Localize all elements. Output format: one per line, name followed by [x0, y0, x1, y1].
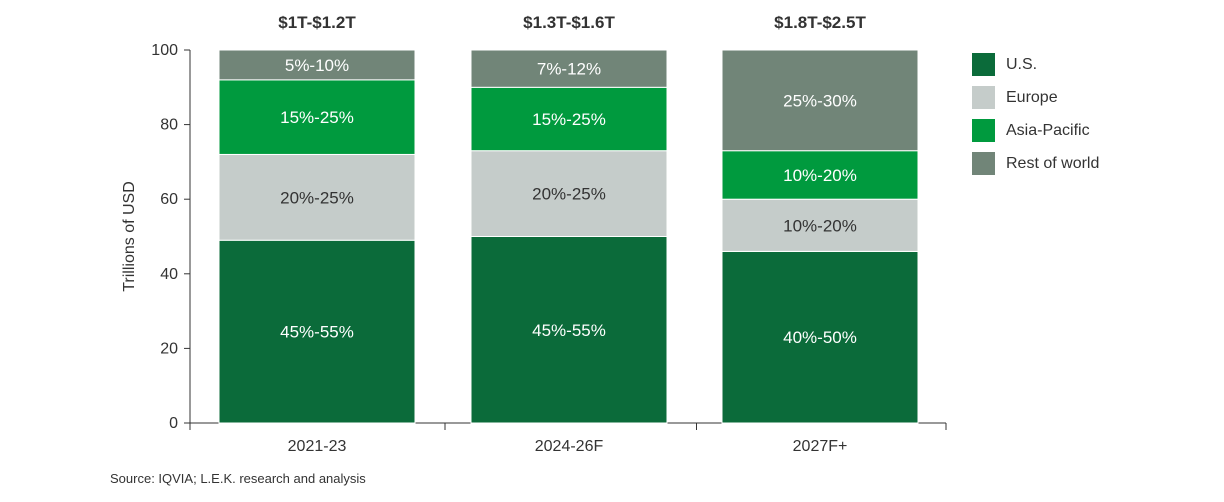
y-tick-label: 0	[169, 415, 178, 432]
legend-label: Europe	[1006, 88, 1058, 106]
bar-data-label: 25%-30%	[783, 91, 857, 110]
bar-data-label: 15%-25%	[532, 110, 606, 129]
legend-item: Europe	[972, 81, 1099, 114]
bar-data-label: 45%-55%	[532, 321, 606, 340]
bar-segment	[721, 198, 919, 252]
bar-total-label: $1.3T-$1.6T	[523, 13, 615, 32]
legend-swatch	[972, 86, 995, 109]
y-axis-title: Trillions of USD	[121, 181, 138, 292]
bar-data-label: 45%-55%	[280, 323, 354, 342]
bar-data-label: 15%-25%	[280, 108, 354, 127]
bar-data-label: 20%-25%	[532, 185, 606, 204]
bar-total-label: $1T-$1.2T	[278, 13, 356, 32]
x-category-label: 2021-23	[288, 438, 347, 455]
bar-segment	[470, 236, 668, 424]
legend-item: U.S.	[972, 48, 1099, 81]
bar-total-label: $1.8T-$2.5T	[774, 13, 866, 32]
legend-swatch	[972, 152, 995, 175]
y-tick-label: 40	[160, 266, 178, 283]
bar-segment	[721, 150, 919, 200]
bar-data-label: 5%-10%	[285, 56, 349, 75]
bar-data-label: 40%-50%	[783, 328, 857, 347]
bar-data-label: 20%-25%	[280, 188, 354, 207]
bar-segment	[470, 49, 668, 88]
y-tick-label: 80	[160, 117, 178, 134]
legend-label: Asia-Pacific	[1006, 121, 1090, 139]
bar-segment	[218, 49, 416, 81]
source-note: Source: IQVIA; L.E.K. research and analy…	[110, 471, 366, 486]
bar-data-label: 10%-20%	[783, 166, 857, 185]
bar-segment	[470, 150, 668, 238]
legend-label: U.S.	[1006, 55, 1038, 73]
y-tick-label: 100	[151, 42, 178, 59]
bar-segment	[218, 153, 416, 241]
bar-segment	[470, 86, 668, 152]
y-tick-label: 20	[160, 340, 178, 357]
bar-segment	[218, 79, 416, 155]
legend-swatch	[972, 119, 995, 142]
legend-label: Rest of world	[1006, 154, 1100, 172]
bar-segment	[218, 239, 416, 424]
bar-data-label: 10%-20%	[783, 216, 857, 235]
legend: U.S. Europe Asia-Pacific Rest of world	[972, 48, 1099, 180]
legend-swatch	[972, 53, 995, 76]
legend-item: Rest of world	[972, 147, 1099, 180]
legend-item: Asia-Pacific	[972, 114, 1099, 147]
y-tick-label: 60	[160, 191, 178, 208]
x-category-label: 2027F+	[793, 438, 848, 455]
x-category-label: 2024-26F	[535, 438, 604, 455]
bar-data-label: 7%-12%	[537, 60, 601, 79]
bar-segment	[721, 49, 919, 152]
bar-segment	[721, 250, 919, 424]
